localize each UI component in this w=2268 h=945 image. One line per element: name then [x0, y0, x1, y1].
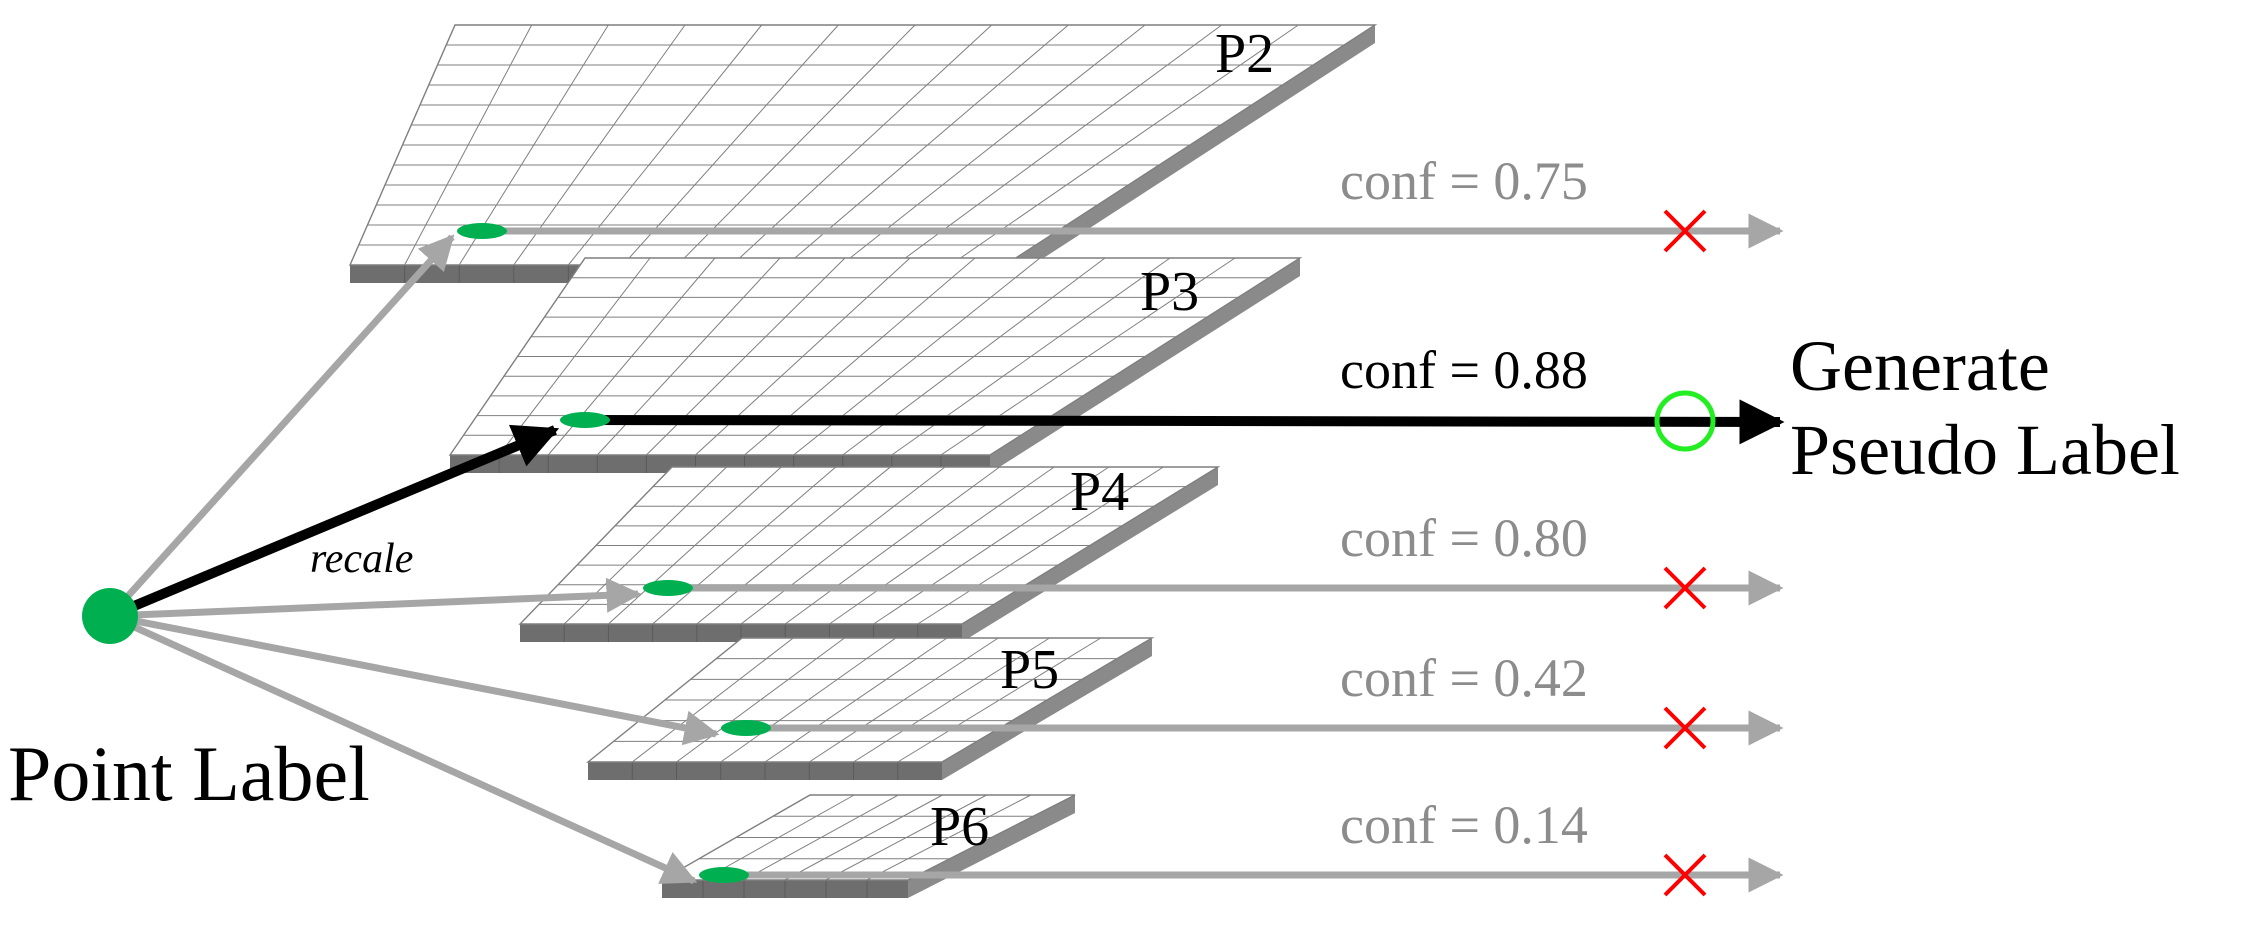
- generate-label-line2: Pseudo Label: [1790, 410, 2180, 490]
- location-dot-p6: [699, 867, 749, 883]
- conf-label-p2: conf = 0.75: [1340, 151, 1588, 211]
- location-dot-p3: [560, 412, 610, 428]
- rescale-arrow-p4: [109, 577, 642, 620]
- level-name-p5: P5: [1000, 639, 1059, 701]
- slab-p3: P3: [448, 257, 1303, 473]
- level-name-p2: P2: [1215, 23, 1274, 85]
- feature-pyramid: P2 P3 P4 P5 P6: [348, 23, 1378, 898]
- slab-p4-side: [962, 467, 1218, 642]
- location-dot-p2: [457, 223, 507, 239]
- slab-p2: P2: [348, 23, 1378, 283]
- location-dot-p4: [643, 580, 693, 596]
- rescale-arrow-p6: [108, 612, 698, 885]
- arrows: [107, 213, 1785, 893]
- accept-circle-icon-p3: [1654, 390, 1716, 452]
- location-dot-p5: [721, 720, 771, 736]
- conf-label-p3: conf = 0.88: [1340, 340, 1588, 400]
- slab-p4: P4: [518, 461, 1221, 642]
- level-name-p6: P6: [930, 796, 989, 858]
- level-name-p3: P3: [1140, 261, 1199, 323]
- point-label-dot: [82, 588, 138, 644]
- rescale-label: recale: [310, 536, 413, 582]
- slab-p2-side: [1005, 25, 1375, 283]
- slab-p5: P5: [586, 637, 1155, 780]
- reject-cross-icon-p4: [1663, 566, 1707, 610]
- rescale-arrow-p2: [107, 234, 455, 619]
- conf-label-p4: conf = 0.80: [1340, 508, 1588, 568]
- reject-cross-icon-p6: [1663, 853, 1707, 897]
- decision-marks: [1654, 209, 1716, 897]
- level-name-p4: P4: [1070, 461, 1129, 523]
- conf-label-p5: conf = 0.42: [1340, 648, 1588, 708]
- rescale-arrow-p3: [108, 424, 560, 621]
- rescale-arrow-p5: [109, 612, 720, 746]
- generate-label-line1: Generate: [1790, 326, 2050, 406]
- output-arrow-p3: [594, 399, 1785, 445]
- reject-cross-icon-p2: [1663, 209, 1707, 253]
- reject-cross-icon-p5: [1663, 706, 1707, 750]
- conf-label-p6: conf = 0.14: [1340, 795, 1588, 855]
- point-label-text: Point Label: [8, 730, 370, 817]
- confidence-labels: conf = 0.75 conf = 0.88 conf = 0.80 conf = …: [1340, 151, 1588, 855]
- slab-p5-side: [942, 638, 1152, 780]
